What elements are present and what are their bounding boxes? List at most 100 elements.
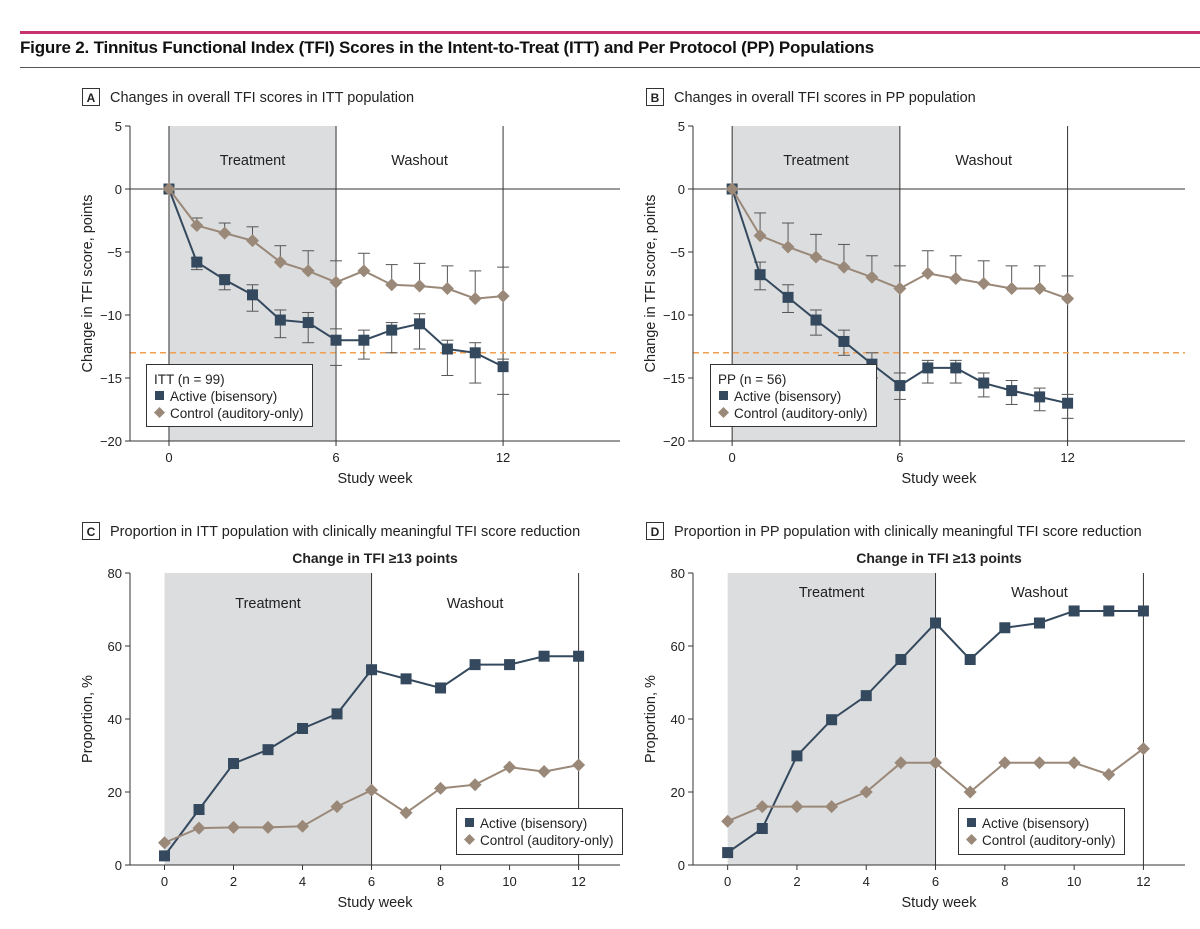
data-point: [782, 291, 794, 303]
data-point: [261, 820, 275, 834]
series-control: [162, 182, 510, 306]
x-tick-label: 0: [724, 874, 731, 889]
data-point: [227, 820, 241, 834]
region-label-treatment: Treatment: [799, 585, 865, 601]
data-point: [791, 750, 803, 762]
legend-label: Control (auditory-only): [734, 406, 868, 421]
data-point: [1061, 292, 1075, 306]
data-point: [978, 377, 990, 389]
data-point: [385, 278, 399, 292]
x-tick-label: 10: [502, 874, 516, 889]
data-point: [781, 240, 795, 254]
series-control: [725, 182, 1075, 306]
data-point: [1032, 756, 1046, 770]
data-point: [950, 362, 962, 374]
panel-label: C: [87, 525, 96, 539]
panel-label-box: [82, 88, 100, 106]
data-point: [753, 229, 767, 243]
legend-label: Active (bisensory): [480, 816, 587, 831]
data-point: [895, 654, 907, 666]
data-point: [435, 682, 447, 694]
y-tick-label: 40: [108, 712, 122, 727]
data-point: [399, 806, 413, 820]
x-axis-label: Study week: [338, 471, 414, 487]
data-point: [193, 804, 205, 816]
panel-title: Proportion in PP population with clinica…: [674, 524, 1142, 540]
data-point: [790, 800, 804, 814]
data-point: [297, 722, 309, 734]
data-point: [964, 654, 976, 666]
data-point: [301, 264, 315, 278]
data-point: [755, 800, 769, 814]
legend-label: Control (auditory-only): [480, 833, 614, 848]
data-point: [1067, 756, 1081, 770]
y-tick-label: 0: [115, 182, 122, 197]
legend-label: Active (bisensory): [734, 389, 841, 404]
region-label-treatment: Treatment: [235, 596, 301, 612]
legend-label: Active (bisensory): [982, 816, 1089, 831]
region-label-treatment: Treatment: [783, 153, 849, 169]
legend-box: [958, 808, 1125, 855]
data-point: [826, 714, 838, 726]
x-tick-label: 12: [571, 874, 585, 889]
x-tick-label: 4: [863, 874, 870, 889]
legend-label: Control (auditory-only): [982, 833, 1116, 848]
data-point: [219, 274, 231, 286]
panel-label-box: [82, 522, 100, 540]
x-tick-label: 6: [896, 450, 903, 465]
data-point: [999, 622, 1011, 634]
data-point: [1033, 282, 1047, 296]
panel-title: Changes in overall TFI scores in ITT pop…: [110, 90, 414, 106]
panel-label: B: [651, 91, 660, 105]
data-point: [503, 760, 517, 774]
data-point: [837, 260, 851, 274]
y-tick-label: −15: [663, 371, 685, 386]
data-point: [273, 255, 287, 269]
data-point: [329, 275, 343, 289]
legend: Active (bisensory) Control (auditory-only…: [456, 808, 623, 855]
region-label-washout: Washout: [391, 153, 448, 169]
data-point: [930, 617, 942, 629]
panel-label-box: [646, 88, 664, 106]
data-point: [246, 234, 259, 248]
data-point: [860, 690, 872, 702]
data-point: [1137, 605, 1149, 617]
data-point: [894, 756, 908, 770]
data-point: [756, 823, 768, 834]
data-point: [725, 182, 739, 196]
data-point: [504, 659, 516, 671]
x-tick-label: 0: [729, 450, 736, 465]
panel-subtitle: Change in TFI ≥13 points: [856, 550, 1022, 566]
legend-swatch: [967, 818, 976, 827]
data-point: [400, 673, 412, 685]
y-axis-label: Change in TFI score, points: [643, 195, 659, 373]
y-tick-label: −10: [100, 308, 122, 323]
data-point: [977, 277, 991, 290]
data-point: [754, 269, 766, 281]
legend-swatch: [718, 407, 729, 418]
x-tick-label: 12: [496, 450, 510, 465]
x-tick-label: 8: [1001, 874, 1008, 889]
data-point: [365, 783, 379, 797]
data-point: [722, 847, 734, 859]
data-point: [1006, 385, 1018, 397]
data-point: [274, 314, 286, 326]
data-point: [228, 758, 240, 770]
data-point: [721, 814, 735, 828]
y-tick-label: 0: [115, 858, 122, 873]
legend-title: ITT (n = 99): [154, 372, 225, 387]
y-tick-label: −10: [663, 308, 685, 323]
y-tick-label: −5: [107, 245, 122, 260]
panel-label-box: [646, 522, 664, 540]
legend: Active (bisensory) Control (auditory-only…: [958, 808, 1125, 855]
x-tick-label: 6: [332, 450, 339, 465]
panel-c: C Proportion in ITT population with clini…: [80, 522, 623, 911]
data-point: [440, 282, 454, 296]
y-axis-label: Proportion, %: [80, 675, 96, 763]
x-axis-label: Study week: [902, 895, 978, 911]
panel-label: D: [651, 525, 660, 539]
data-point: [1034, 391, 1046, 403]
data-point: [497, 361, 509, 373]
data-point: [825, 800, 839, 814]
data-point: [838, 335, 850, 347]
